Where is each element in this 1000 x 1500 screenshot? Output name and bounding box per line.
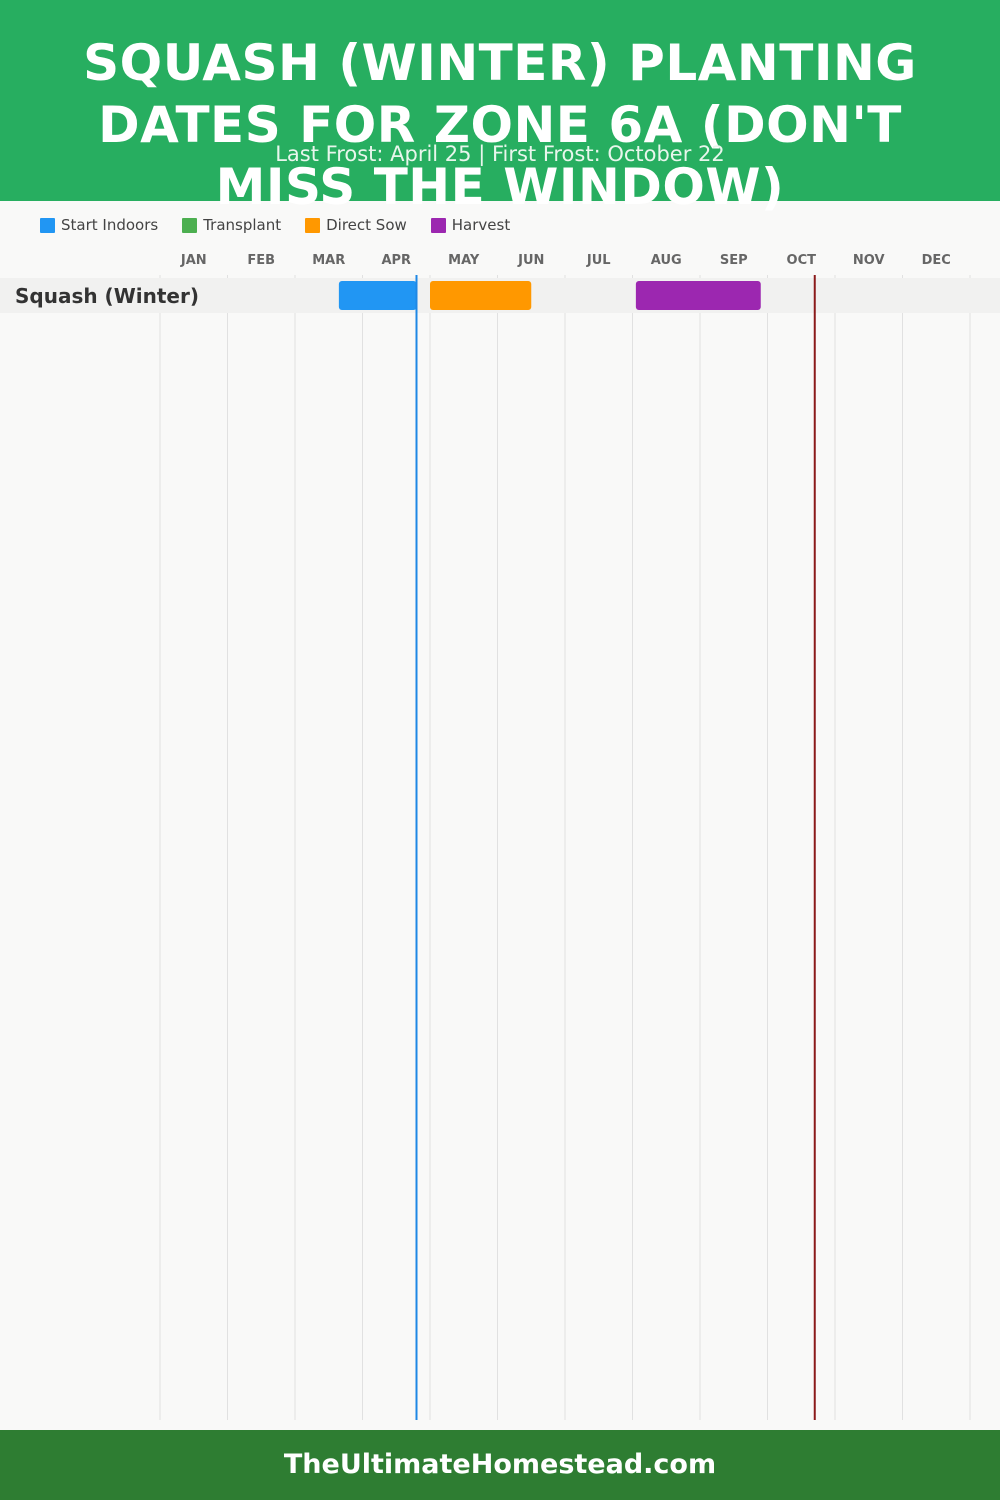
header-banner: SQUASH (WINTER) PLANTING DATES FOR ZONE … (0, 0, 1000, 216)
legend-label-transplant: Transplant (203, 216, 282, 234)
legend-label-direct-sow: Direct Sow (326, 216, 407, 234)
legend-swatch-harvest (430, 217, 446, 233)
page-title: SQUASH (WINTER) PLANTING DATES FOR ZONE … (83, 34, 917, 216)
month-label-sep: SEP (720, 253, 748, 268)
legend: Start Indoors Transplant Direct Sow Harv… (40, 215, 534, 235)
legend-item-direct-sow: Direct Sow (305, 216, 407, 234)
legend-item-transplant: Transplant (182, 216, 281, 234)
month-label-nov: NOV (853, 253, 885, 268)
month-label-feb: FEB (247, 253, 275, 268)
month-label-jun: JUN (517, 253, 544, 268)
legend-swatch-direct-sow (305, 217, 321, 233)
month-label-may: MAY (448, 253, 480, 268)
planting-calendar-chart: JAN FEB MAR APR MAY JUN JUL AUG SEP OCT NOV DEC Squa… (0, 253, 1000, 1420)
month-label-aug: AUG (651, 253, 682, 268)
month-label-oct: OCT (787, 253, 817, 268)
month-label-jul: JUL (586, 253, 611, 268)
crop-row-label: Squash (Winter) (15, 284, 199, 308)
frost-dates-subtitle: Last Frost: April 25 | First Frost: Octo… (275, 142, 725, 166)
month-label-mar: MAR (312, 253, 345, 268)
footer-site-link[interactable]: TheUltimateHomestead.com (0, 1430, 1000, 1500)
legend-label-harvest: Harvest (451, 216, 511, 234)
bar-direct-sow (430, 281, 532, 310)
bar-harvest (635, 281, 761, 310)
month-label-apr: APR (381, 253, 411, 268)
legend-item-harvest: Harvest (430, 216, 511, 234)
month-label-dec: DEC (922, 253, 951, 268)
month-label-jan: JAN (180, 253, 207, 268)
legend-swatch-start-indoors (40, 217, 55, 233)
legend-swatch-transplant (182, 217, 198, 233)
bar-start-indoors (338, 281, 417, 310)
legend-item-start-indoors: Start Indoors (40, 216, 158, 234)
legend-label-start-indoors: Start Indoors (61, 216, 159, 234)
